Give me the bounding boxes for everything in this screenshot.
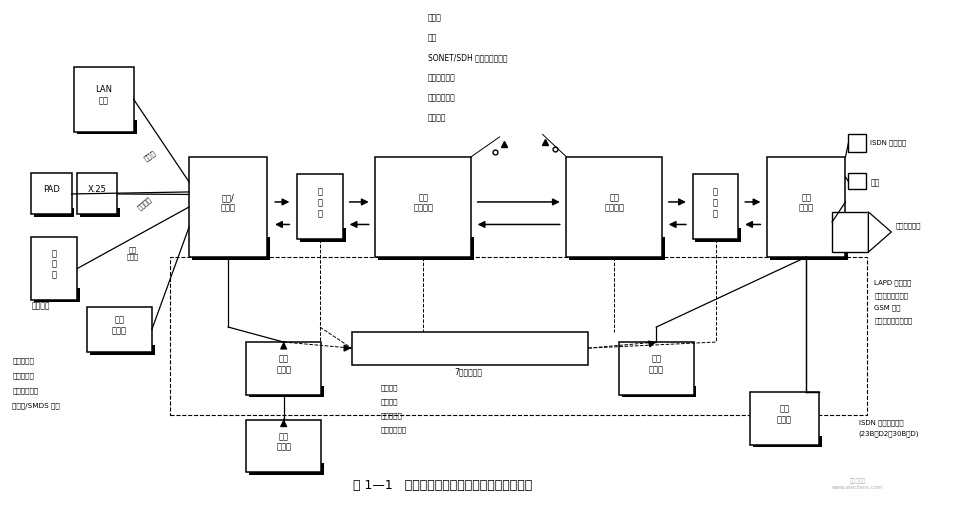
Text: 复
用
器: 复 用 器 xyxy=(713,187,718,218)
Text: (23B＋D2＋30B＋D): (23B＋D2＋30B＋D) xyxy=(859,430,920,437)
Text: ISDN 基础速率: ISDN 基础速率 xyxy=(871,139,906,146)
Text: 电话: 电话 xyxy=(871,178,879,186)
Text: 帧中继/SMDS 分析: 帧中继/SMDS 分析 xyxy=(12,401,61,408)
Bar xyxy=(74,68,134,133)
Bar xyxy=(192,238,270,260)
Text: 数字信线测试: 数字信线测试 xyxy=(428,73,456,82)
Bar xyxy=(376,158,471,258)
Text: 帧覆分析仪: 帧覆分析仪 xyxy=(12,357,35,363)
Text: 交换/
中心局: 交换/ 中心局 xyxy=(221,193,235,213)
Text: 图 1—1   通信系统的基本组成及测试内容示意图: 图 1—1 通信系统的基本组成及测试内容示意图 xyxy=(353,478,531,491)
Text: LAN
信关: LAN 信关 xyxy=(95,85,112,105)
Text: 检测链路负荷: 检测链路负荷 xyxy=(381,426,407,433)
Bar xyxy=(569,238,665,260)
Text: 电子发烧友
www.elecfans.com: 电子发烧友 www.elecfans.com xyxy=(832,478,884,489)
Bar xyxy=(696,228,741,242)
Text: 复用
传输终端: 复用 传输终端 xyxy=(604,193,625,213)
Text: 数字专网: 数字专网 xyxy=(136,195,153,210)
Bar xyxy=(249,386,324,397)
Bar xyxy=(566,158,662,258)
Bar xyxy=(693,175,738,240)
Text: X.25: X.25 xyxy=(87,185,107,194)
Bar xyxy=(249,463,324,475)
Text: 复
用
器: 复 用 器 xyxy=(52,248,57,279)
Text: 蜂窝网无线设备测试: 蜂窝网无线设备测试 xyxy=(875,317,912,323)
Bar xyxy=(170,258,868,415)
Text: 帧分析: 帧分析 xyxy=(428,13,442,22)
Text: 复
用
器: 复 用 器 xyxy=(317,187,323,218)
Bar xyxy=(750,392,819,445)
Text: 信令协议转换测试: 信令协议转换测试 xyxy=(875,292,908,298)
Text: 复用
传输终端: 复用 传输终端 xyxy=(413,193,433,213)
Bar xyxy=(32,237,77,300)
Text: 抖动: 抖动 xyxy=(428,33,437,42)
Bar xyxy=(619,342,694,395)
Text: 信令
控制点: 信令 控制点 xyxy=(276,431,291,451)
Text: 交换
中心局: 交换 中心局 xyxy=(799,193,814,213)
Bar xyxy=(77,174,117,215)
Text: 信令网络: 信令网络 xyxy=(381,384,398,391)
Bar xyxy=(752,436,822,447)
Text: ISDN 基群速率、数: ISDN 基群速率、数 xyxy=(859,419,903,426)
Text: 蜂窝移动通信: 蜂窝移动通信 xyxy=(896,222,922,228)
Bar xyxy=(767,158,846,258)
Bar xyxy=(80,209,120,218)
Bar xyxy=(770,238,849,260)
Text: 7号信令系统: 7号信令系统 xyxy=(455,367,482,376)
Bar xyxy=(300,228,346,242)
Text: 路由变化数: 路由变化数 xyxy=(381,412,402,419)
Text: 信令
转换点: 信令 转换点 xyxy=(649,354,664,374)
Bar xyxy=(297,175,343,240)
Text: 专用线测试: 专用线测试 xyxy=(12,372,35,378)
Polygon shape xyxy=(869,213,892,252)
Text: 专用
交换机: 专用 交换机 xyxy=(776,403,792,423)
Bar xyxy=(849,135,866,153)
Bar xyxy=(832,213,869,252)
Bar xyxy=(89,345,155,355)
Bar xyxy=(622,386,697,397)
Text: 数据通信: 数据通信 xyxy=(32,300,50,310)
Bar xyxy=(35,209,74,218)
Text: PAD: PAD xyxy=(43,185,60,194)
Bar xyxy=(246,342,321,395)
Text: SONET/SDH 功能及性能测定: SONET/SDH 功能及性能测定 xyxy=(428,53,507,62)
Text: 调制
解调器: 调制 解调器 xyxy=(111,315,127,335)
Bar xyxy=(246,420,321,472)
Text: GSM 信令: GSM 信令 xyxy=(875,304,900,311)
Bar xyxy=(189,158,267,258)
Text: LAPD 信令分析: LAPD 信令分析 xyxy=(875,279,912,286)
Text: 光纤系统测试: 光纤系统测试 xyxy=(428,93,456,102)
Text: 帧中继: 帧中继 xyxy=(143,149,158,162)
Bar xyxy=(352,332,588,365)
Bar xyxy=(379,238,474,260)
Bar xyxy=(32,174,71,215)
Text: 图层呼叫: 图层呼叫 xyxy=(381,398,398,405)
Text: 数据传输测试: 数据传输测试 xyxy=(12,386,38,393)
Text: 信令
转换点: 信令 转换点 xyxy=(276,354,291,374)
Bar xyxy=(86,308,152,352)
Bar xyxy=(849,174,866,190)
Text: 模拟
专用线: 模拟 专用线 xyxy=(127,245,139,260)
Bar xyxy=(77,121,136,135)
Text: 传输网络: 传输网络 xyxy=(428,113,447,122)
Bar xyxy=(35,289,80,302)
